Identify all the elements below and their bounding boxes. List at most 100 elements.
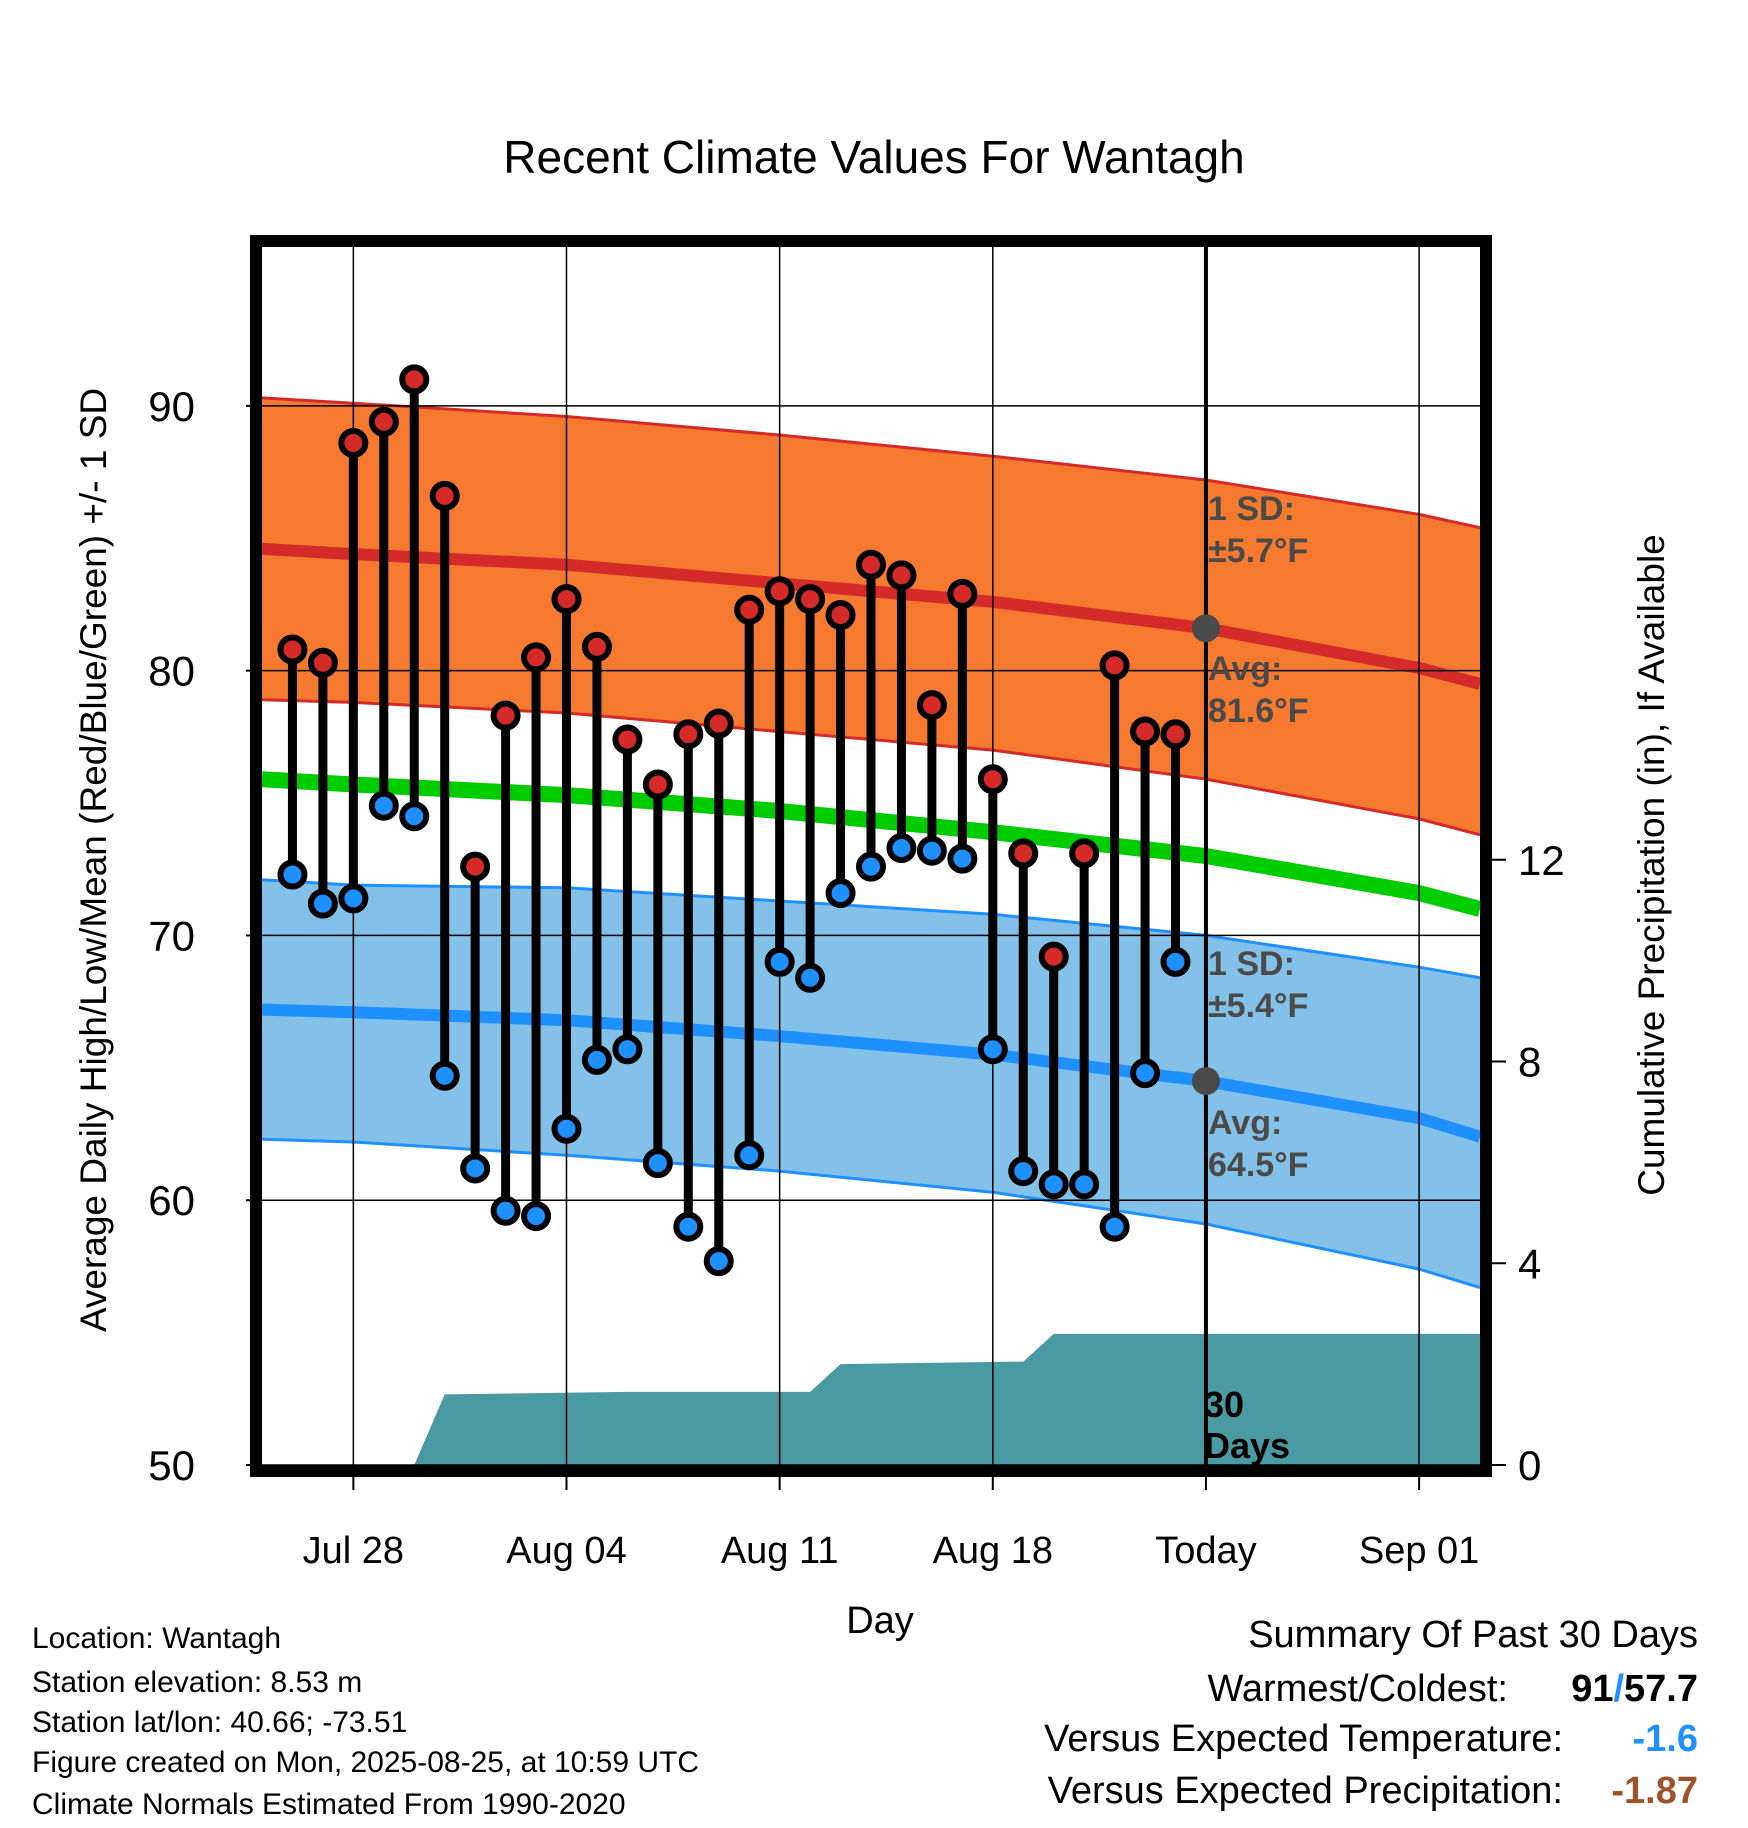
low-point-2025-08-13	[825, 878, 856, 909]
high-point-2025-08-05	[581, 631, 612, 662]
y-tick-label-90: 90	[148, 383, 195, 430]
summary-temp-label: Versus Expected Temperature:	[1044, 1718, 1563, 1760]
summary-warm-cold-label: Warmest/Coldest:	[1207, 1668, 1508, 1710]
high-point-2025-08-17	[947, 578, 978, 609]
low-point-2025-08-02	[490, 1195, 521, 1226]
summary-coldest: 57.7	[1624, 1668, 1698, 1710]
high-avg-value: 81.6°F	[1208, 692, 1309, 730]
high-point-2025-08-12	[795, 584, 826, 615]
footer-created: Figure created on Mon, 2025-08-25, at 10…	[32, 1746, 700, 1779]
y-tick-label-60: 60	[148, 1177, 195, 1224]
high-point-2025-07-31	[429, 480, 460, 511]
high-sd-value: ±5.7°F	[1208, 532, 1308, 570]
x-tick-label-2025-08-11: Aug 11	[721, 1530, 839, 1572]
low-point-2025-07-28	[338, 883, 369, 914]
high-point-2025-08-16	[916, 690, 947, 721]
summary-temp-value: -1.6	[1632, 1718, 1698, 1760]
low-point-2025-08-15	[886, 833, 917, 864]
high-sd-label: 1 SD:	[1208, 490, 1295, 528]
low-point-2025-08-24	[1160, 946, 1191, 977]
high-point-2025-08-08	[673, 719, 704, 750]
x-tick-label-2025-08-04: Aug 04	[506, 1530, 626, 1572]
high-point-2025-08-10	[734, 594, 765, 625]
low-point-2025-08-22	[1099, 1211, 1130, 1242]
summary-slash: /	[1613, 1668, 1625, 1710]
today-marks	[1191, 247, 1220, 1465]
low-sd-value: ±5.4°F	[1208, 987, 1308, 1025]
high-point-2025-08-24	[1160, 719, 1191, 750]
plot-frame	[250, 235, 1492, 1477]
high-point-2025-07-27	[307, 647, 338, 678]
high-point-2025-08-22	[1099, 650, 1130, 681]
y2-axis-label: Cumulative Precipitation (in), If Availa…	[1631, 534, 1672, 1196]
y2-tick-label-8: 8	[1518, 1039, 1541, 1086]
high-point-2025-08-23	[1130, 716, 1161, 747]
low-point-2025-08-23	[1130, 1058, 1161, 1089]
low-point-2025-07-26	[277, 859, 308, 890]
low-point-2025-07-31	[429, 1060, 460, 1091]
low-point-2025-08-14	[856, 851, 886, 882]
today-high-avg-marker	[1191, 614, 1220, 643]
high-point-2025-08-02	[490, 700, 521, 731]
high-point-2025-07-30	[399, 364, 430, 395]
footer-normals: Climate Normals Estimated From 1990-2020	[32, 1788, 626, 1821]
high-point-2025-08-09	[703, 708, 734, 739]
x-tick-label-2025-08-18: Aug 18	[933, 1530, 1053, 1572]
x-axis-label: Day	[846, 1600, 914, 1642]
low-point-2025-08-08	[673, 1211, 704, 1242]
low-point-2025-08-21	[1069, 1169, 1100, 1200]
high-point-2025-08-14	[856, 549, 886, 580]
x-tick-label-2025-09-01: Sep 01	[1359, 1530, 1479, 1572]
low-point-2025-08-09	[703, 1246, 734, 1277]
low-point-2025-08-17	[947, 843, 978, 874]
chart-labels: 30 Days 1 SD: ±5.7°F Avg: 81.6°F 1 SD: ±…	[73, 388, 1672, 1466]
x-tick-label-2025-07-28: Jul 28	[303, 1530, 404, 1572]
high-point-2025-08-13	[825, 600, 856, 631]
daily-points	[277, 364, 1191, 1277]
footer-location: Location: Wantagh	[32, 1622, 282, 1655]
high-avg-label: Avg:	[1208, 650, 1282, 688]
low-upper-line	[262, 878, 1480, 980]
low-point-2025-07-29	[368, 790, 399, 821]
chart-title: Recent Climate Values For Wantagh	[503, 131, 1245, 183]
low-point-2025-07-30	[399, 801, 430, 832]
low-sd-label: 1 SD:	[1208, 945, 1295, 983]
low-mean-line	[262, 1003, 1480, 1143]
y-tick-label-70: 70	[148, 912, 195, 959]
low-point-2025-08-19	[1008, 1156, 1039, 1187]
low-lower-line	[262, 1137, 1480, 1290]
high-point-2025-08-07	[642, 769, 673, 800]
low-point-2025-08-04	[551, 1113, 582, 1144]
summary-warmest: 91	[1571, 1668, 1614, 1710]
high-point-2025-08-19	[1008, 838, 1039, 869]
high-point-2025-08-21	[1069, 838, 1100, 869]
low-point-2025-08-06	[612, 1034, 643, 1065]
high-point-2025-07-28	[338, 427, 369, 458]
low-avg-label: Avg:	[1208, 1104, 1282, 1142]
summary-heading: Summary Of Past 30 Days	[1248, 1614, 1698, 1656]
x-tick-label-2025-08-25: Today	[1155, 1530, 1256, 1572]
y2-tick-label-12: 12	[1518, 837, 1565, 884]
precip-label-line1: 30	[1204, 1384, 1244, 1425]
footer-elevation: Station elevation: 8.53 m	[32, 1666, 363, 1699]
low-point-2025-08-01	[460, 1153, 491, 1184]
y-axis-label: Average Daily High/Low/Mean (Red/Blue/Gr…	[73, 388, 114, 1332]
high-mean-line	[262, 542, 1480, 690]
high-point-2025-08-18	[977, 764, 1008, 795]
low-point-2025-08-07	[642, 1148, 673, 1179]
low-point-2025-08-20	[1038, 1169, 1069, 1200]
low-point-2025-08-03	[521, 1201, 552, 1232]
footer-latlon: Station lat/lon: 40.66; -73.51	[32, 1706, 408, 1739]
low-point-2025-08-10	[734, 1140, 765, 1171]
low-point-2025-07-27	[307, 888, 338, 919]
y-tick-label-50: 50	[148, 1442, 195, 1489]
high-point-2025-08-04	[551, 584, 582, 615]
low-avg-value: 64.5°F	[1208, 1146, 1309, 1184]
mean-line	[262, 771, 1480, 917]
y-tick-label-80: 80	[148, 648, 195, 695]
high-point-2025-08-03	[521, 642, 552, 673]
low-point-2025-08-12	[795, 962, 826, 993]
high-point-2025-08-06	[612, 724, 643, 755]
high-point-2025-08-11	[764, 576, 795, 607]
